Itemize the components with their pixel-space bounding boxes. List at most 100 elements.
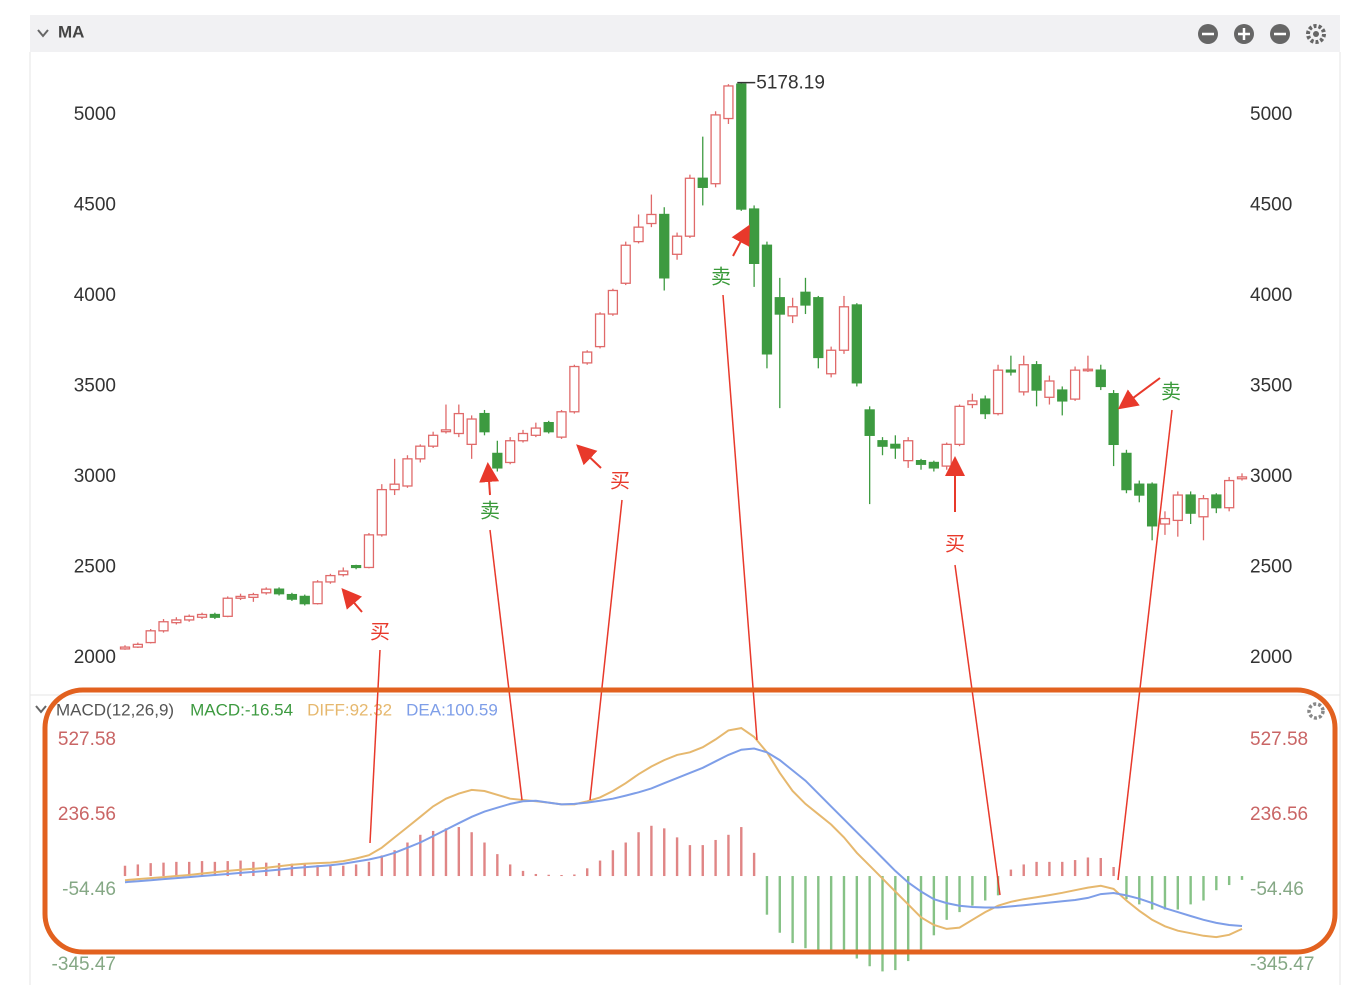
histogram-bar <box>881 876 884 972</box>
candle-body <box>389 483 400 491</box>
y-tick-label-right: 5000 <box>1250 104 1292 125</box>
candle-body <box>1108 393 1119 446</box>
annotation-line <box>369 649 381 844</box>
annotation-label: 卖 <box>480 499 500 522</box>
candle-body <box>800 291 811 306</box>
histogram-bar <box>1150 876 1154 910</box>
candle-body <box>248 593 259 598</box>
candle-body <box>376 488 387 536</box>
histogram-bar <box>868 876 871 967</box>
candle-body <box>1134 483 1145 496</box>
y-tick-label: 4000 <box>74 285 116 306</box>
histogram-bar <box>521 870 525 877</box>
histogram-bar <box>342 865 345 877</box>
histogram-bar <box>727 834 730 877</box>
candle-body <box>505 440 516 464</box>
candle-body <box>132 643 143 648</box>
candle-body <box>646 213 657 225</box>
annotation-line <box>954 564 1001 896</box>
candle-body <box>184 615 195 621</box>
histogram-bar <box>611 850 615 877</box>
histogram-bar <box>1163 876 1167 910</box>
candle-body <box>530 427 542 436</box>
annotation-label: 卖 <box>1161 380 1181 403</box>
histogram-bar <box>971 876 974 906</box>
histogram-bar <box>149 863 152 877</box>
candle-body <box>903 440 914 462</box>
y-tick-label-right: 4000 <box>1250 285 1292 306</box>
plot-area: 2000 2000 2500 2500 3000 3000 3500 3500 4000 4000… <box>52 73 1315 975</box>
settings-button[interactable] <box>1306 24 1326 44</box>
histogram-bar <box>162 862 165 877</box>
highlight-frame <box>42 687 1338 955</box>
y-tick-label-right: -54.46 <box>1250 879 1304 900</box>
candle-body <box>569 365 580 413</box>
y-tick-label-right: 3500 <box>1250 375 1292 396</box>
histogram-bar <box>932 876 936 936</box>
collapse-icon[interactable] <box>35 705 47 714</box>
histogram-bar <box>586 868 589 877</box>
histogram-bar <box>1202 876 1205 901</box>
candle-body <box>1121 452 1132 491</box>
candle-body <box>851 304 862 384</box>
candle-body <box>941 443 952 467</box>
candle-body <box>774 297 785 315</box>
y-tick-label: -345.47 <box>52 954 116 975</box>
histogram-bar <box>367 861 371 877</box>
candle-body <box>992 369 1004 415</box>
histogram-bar <box>714 839 717 877</box>
histogram-bar <box>187 861 191 877</box>
candle-body <box>466 418 477 446</box>
candle-body <box>710 114 721 185</box>
annotation-arrow <box>479 462 500 496</box>
candle-body <box>1198 498 1209 518</box>
annotation-line <box>489 529 523 801</box>
candle-body <box>235 595 246 599</box>
candle-body <box>954 405 965 446</box>
histogram-bar <box>226 861 229 877</box>
settings-button[interactable] <box>1307 702 1325 720</box>
candle-body <box>453 412 464 435</box>
histogram-bar <box>431 830 435 877</box>
histogram-bar <box>688 845 692 877</box>
candle-body <box>440 429 452 433</box>
candle-body <box>671 235 683 255</box>
histogram-bar <box>1112 867 1115 877</box>
histogram-bar <box>791 876 794 944</box>
histogram-bar <box>290 863 294 877</box>
y-tick-label: 236.56 <box>58 804 116 825</box>
histogram-bar <box>496 854 499 877</box>
candle-body <box>582 351 593 364</box>
histogram-bar <box>393 850 396 877</box>
macd-title: MACD(12,26,9) <box>56 700 174 719</box>
candle-body <box>1095 369 1106 388</box>
histogram-bar <box>560 875 563 877</box>
legend-item: MACD:-16.54 <box>190 700 293 719</box>
histogram-bar <box>701 845 704 877</box>
candle-body <box>363 534 375 569</box>
candle-body <box>556 411 567 438</box>
y-tick-label: 2000 <box>74 647 116 668</box>
histogram-bar <box>1009 869 1013 877</box>
histogram-bar <box>419 834 422 877</box>
collapse-icon[interactable] <box>37 29 49 38</box>
candle-body <box>967 400 978 406</box>
candle-body <box>1172 494 1183 522</box>
histogram-bar <box>534 873 538 877</box>
annotation-arrow <box>731 224 750 257</box>
candle-body <box>1044 380 1055 398</box>
y-tick-label: 5000 <box>74 104 116 125</box>
candle-body <box>980 398 991 415</box>
candle-body <box>1082 368 1094 372</box>
histogram-bar <box>842 876 846 951</box>
y-tick-label: 3500 <box>74 375 116 396</box>
candle-body <box>338 570 349 576</box>
candle-body <box>761 244 773 355</box>
candle-body <box>402 458 413 487</box>
histogram-bar <box>919 876 923 951</box>
candle-body <box>119 646 131 650</box>
candle-body <box>697 177 708 188</box>
histogram-bar <box>123 865 127 877</box>
